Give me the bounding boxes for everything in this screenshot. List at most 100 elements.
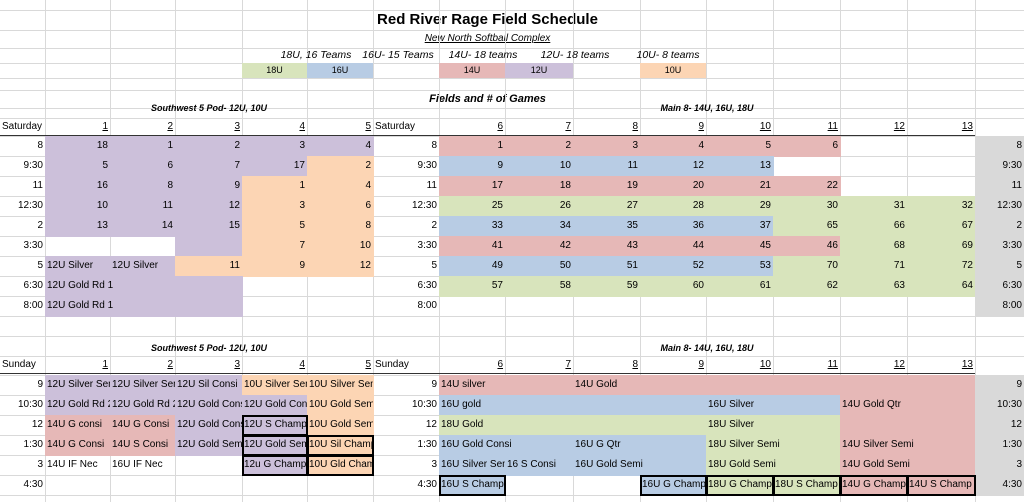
cell-text: 3 bbox=[1016, 459, 1022, 470]
cell-text: 12U Gold Rd 2 bbox=[47, 399, 110, 410]
grid-line bbox=[0, 30, 1024, 31]
cell-text: 4 bbox=[698, 140, 704, 151]
cell-text: 1:30 bbox=[417, 439, 437, 450]
cell-text: 57 bbox=[491, 280, 503, 291]
cell-text: 26 bbox=[559, 200, 571, 211]
cell-box bbox=[439, 475, 506, 496]
cell-fill bbox=[840, 395, 908, 416]
cell-fill bbox=[439, 375, 506, 396]
cell-fill bbox=[242, 196, 308, 217]
cell-text: 10:30 bbox=[996, 399, 1022, 410]
cell-text: 72 bbox=[961, 260, 973, 271]
cell-text: 12u G Champ bbox=[244, 459, 307, 470]
cell-fill bbox=[110, 395, 176, 416]
cell-fill bbox=[307, 435, 374, 456]
cell-text: 70 bbox=[826, 260, 838, 271]
cell-fill bbox=[110, 216, 176, 237]
cell-text: 16U S Champ bbox=[441, 479, 504, 490]
cell-text: 12U Gold Semi bbox=[244, 439, 307, 450]
column-header: 1 bbox=[102, 121, 108, 132]
cell-text: 7 bbox=[299, 240, 305, 251]
cell-fill bbox=[573, 395, 641, 416]
cell-fill bbox=[840, 196, 908, 217]
cell-fill bbox=[640, 136, 707, 157]
cell-text: 12U Gold Consi bbox=[177, 419, 242, 430]
pod-label: Southwest 5 Pod- 12U, 10U bbox=[150, 343, 268, 353]
cell-fill bbox=[242, 395, 308, 416]
cell-text: 10U Gld Champ bbox=[309, 459, 373, 470]
cell-fill bbox=[773, 435, 841, 456]
column-header: Saturday bbox=[375, 121, 416, 132]
cell-text: 3:30 bbox=[23, 240, 43, 251]
cell-fill bbox=[907, 395, 976, 416]
cell-text: 6:30 bbox=[23, 280, 43, 291]
cell-fill bbox=[307, 415, 374, 436]
cell-text: 16U gold bbox=[441, 399, 482, 410]
cell-text: 1 bbox=[299, 180, 305, 191]
cell-text: 11 bbox=[1011, 180, 1022, 191]
cell-text: 6:30 bbox=[1002, 280, 1022, 291]
cell-fill bbox=[573, 435, 641, 456]
cell-fill bbox=[573, 415, 641, 436]
column-header: 9 bbox=[698, 359, 704, 370]
cell-fill bbox=[640, 455, 707, 476]
cell-fill bbox=[110, 256, 176, 277]
cell-text: 67 bbox=[961, 220, 973, 231]
cell-text: 9:30 bbox=[417, 160, 437, 171]
cell-fill bbox=[505, 136, 574, 157]
cell-text: 12U Gold Rd 1 bbox=[47, 300, 114, 311]
cell-fill bbox=[45, 395, 111, 416]
cell-fill bbox=[907, 475, 976, 496]
cell-text: 14U Gold bbox=[575, 379, 618, 390]
cell-fill bbox=[439, 455, 506, 476]
column-header: 4 bbox=[299, 121, 305, 132]
cell-fill bbox=[45, 136, 111, 157]
cell-text: 2 bbox=[37, 220, 43, 231]
header-rule bbox=[0, 135, 975, 136]
cell-fill bbox=[110, 435, 176, 456]
cell-text: 12 bbox=[1010, 419, 1022, 430]
cell-fill bbox=[706, 475, 774, 496]
cell-text: 18 bbox=[559, 180, 571, 191]
cell-text: 71 bbox=[893, 260, 905, 271]
cell-fill bbox=[907, 236, 976, 257]
cell-fill bbox=[45, 415, 111, 436]
cell-fill bbox=[773, 216, 841, 237]
column-header: 10 bbox=[759, 121, 771, 132]
cell-text: 65 bbox=[826, 220, 838, 231]
cell-fill bbox=[175, 276, 243, 297]
column-header: 10 bbox=[759, 359, 771, 370]
cell-fill bbox=[110, 176, 176, 197]
cell-text: 4:30 bbox=[23, 479, 43, 490]
cell-fill bbox=[110, 415, 176, 436]
cell-text: 8 bbox=[37, 140, 43, 151]
grid-line bbox=[0, 495, 1024, 496]
cell-fill bbox=[773, 475, 841, 496]
cell-fill bbox=[573, 455, 641, 476]
cell-text: 21 bbox=[759, 180, 771, 191]
cell-text: 37 bbox=[759, 220, 771, 231]
column-header: 6 bbox=[497, 121, 503, 132]
cell-fill bbox=[110, 156, 176, 177]
cell-fill bbox=[640, 375, 707, 396]
cell-text: 12U Silver bbox=[47, 260, 94, 271]
legend-chip: 12U bbox=[505, 63, 573, 78]
cell-text: 12U Sil Consi bbox=[177, 379, 238, 390]
fields-heading: Fields and # of Games bbox=[429, 93, 546, 105]
column-header: 5 bbox=[365, 359, 371, 370]
cell-text: 49 bbox=[491, 260, 503, 271]
cell-fill bbox=[45, 276, 111, 297]
cell-text: 9 bbox=[497, 160, 503, 171]
cell-text: 12U Silver bbox=[112, 260, 159, 271]
cell-fill bbox=[907, 196, 976, 217]
cell-fill bbox=[640, 276, 707, 297]
cell-fill bbox=[175, 296, 243, 317]
cell-text: 14U S Consi bbox=[112, 439, 169, 450]
cell-fill bbox=[573, 156, 641, 177]
cell-text: 12:30 bbox=[17, 200, 43, 211]
legend-chip: 18U bbox=[242, 63, 307, 78]
cell-fill bbox=[505, 196, 574, 217]
cell-fill bbox=[505, 455, 574, 476]
cell-text: 16 bbox=[96, 180, 108, 191]
